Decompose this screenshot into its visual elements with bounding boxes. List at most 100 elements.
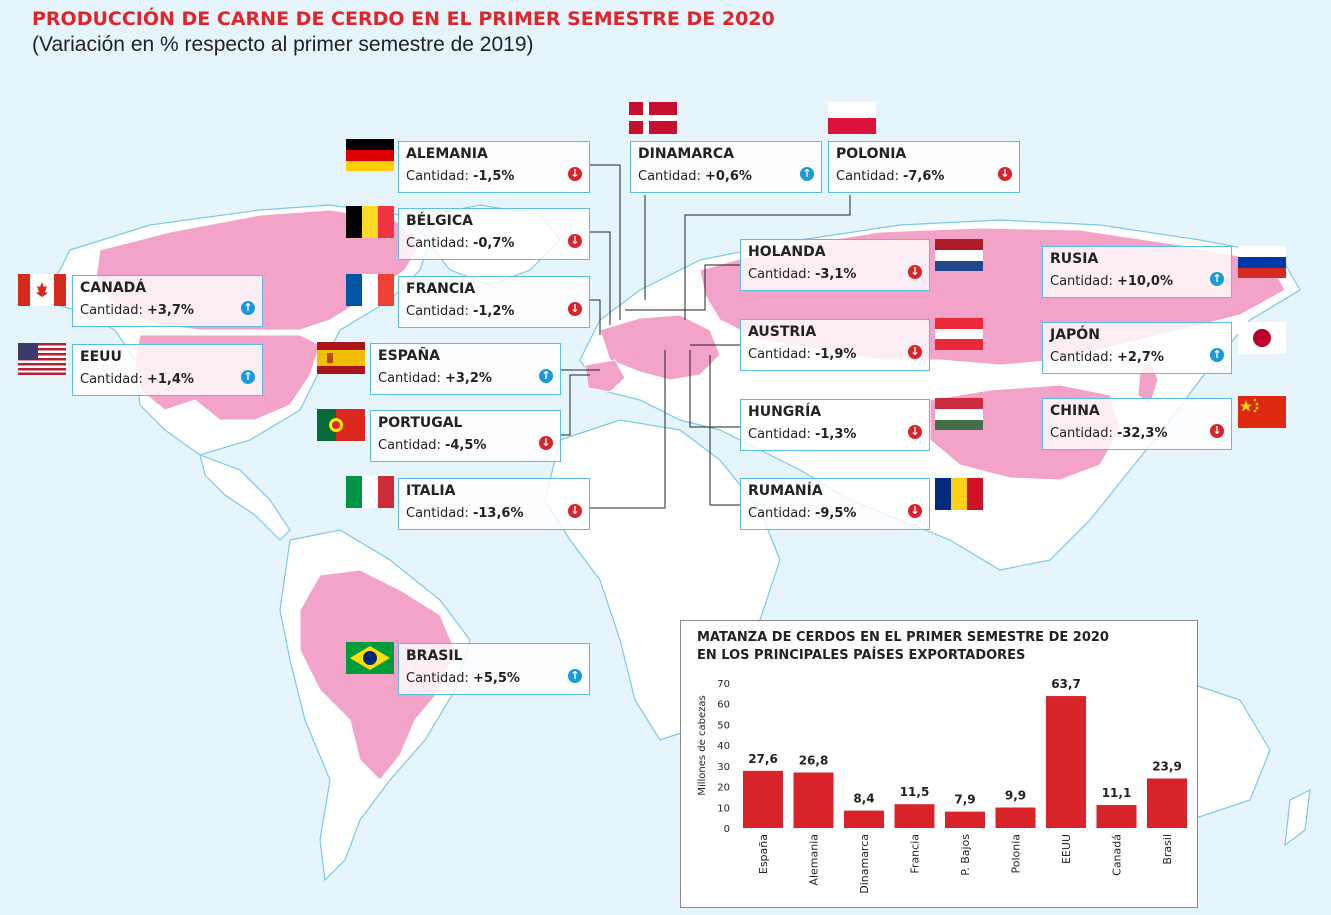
belgium-flag-icon: [346, 206, 394, 238]
card-francia: FRANCIA Cantidad: -1,2% ↓: [398, 276, 590, 328]
country-quantity: Cantidad: -9,5%: [748, 506, 857, 521]
bar-6: [1046, 696, 1086, 828]
card-italia: ITALIA Cantidad: -13,6% ↓: [398, 478, 590, 530]
canada-flag-icon: [18, 274, 66, 306]
x-tick-label: Polonia: [1010, 834, 1023, 874]
country-name: FRANCIA: [406, 281, 476, 297]
brazil-flag-icon: [346, 642, 394, 674]
card-eeuu: EEUU Cantidad: +1,4% ↑: [72, 344, 263, 396]
leader-holanda: [625, 264, 740, 311]
netherlands-flag-icon: [935, 239, 983, 271]
hungary-flag-icon: [935, 398, 983, 430]
card-china: CHINA Cantidad: -32,3% ↓: [1042, 398, 1232, 450]
chart-title-line1: MATANZA DE CERDOS EN EL PRIMER SEMESTRE …: [697, 630, 1109, 645]
leader-alemania: [590, 164, 621, 320]
card-polonia: POLONIA Cantidad: -7,6% ↓: [828, 141, 1020, 193]
country-quantity: Cantidad: -1,2%: [406, 304, 515, 319]
arrow-down-icon: ↓: [908, 504, 922, 518]
x-tick-label: Francia: [909, 834, 922, 874]
country-quantity: Cantidad: +3,2%: [378, 371, 492, 386]
bar-8: [1147, 778, 1187, 828]
card-portugal: PORTUGAL Cantidad: -4,5% ↓: [370, 410, 561, 462]
brazil-highlight: [299, 569, 456, 781]
leader-italia: [590, 350, 666, 509]
country-quantity: Cantidad: +3,7%: [80, 303, 194, 318]
country-quantity: Cantidad: +1,4%: [80, 372, 194, 387]
austria-flag-icon: [935, 318, 983, 350]
y-tick-label: 70: [717, 679, 730, 690]
arrow-up-icon: ↑: [1210, 348, 1224, 362]
country-name: DINAMARCA: [638, 146, 735, 162]
y-axis-label: Millones de cabezas: [697, 695, 708, 795]
bar-chart-panel: MATANZA DE CERDOS EN EL PRIMER SEMESTRE …: [680, 620, 1198, 908]
bar-value-label: 9,9: [1005, 788, 1026, 802]
x-tick-label: P. Bajos: [959, 834, 972, 876]
y-tick-label: 30: [717, 762, 730, 773]
country-quantity: Cantidad: +5,5%: [406, 671, 520, 686]
germany-flag-icon: [346, 139, 394, 171]
country-quantity: Cantidad: -3,1%: [748, 267, 857, 282]
japan-flag-icon: [1238, 322, 1286, 354]
y-tick-label: 10: [717, 803, 730, 814]
card-austria: AUSTRIA Cantidad: -1,9% ↓: [740, 319, 930, 371]
arrow-up-icon: ↑: [800, 167, 814, 181]
x-tick-label: Alemania: [808, 834, 821, 886]
card-hungria: HUNGRÍA Cantidad: -1,3% ↓: [740, 399, 930, 451]
italy-flag-icon: [346, 476, 394, 508]
x-tick-label: Canadá: [1111, 834, 1124, 876]
country-name: HOLANDA: [748, 244, 826, 260]
spain-flag-icon: [317, 342, 365, 374]
arrow-down-icon: ↓: [908, 345, 922, 359]
card-japon: JAPÓN Cantidad: +2,7% ↑: [1042, 322, 1232, 374]
arrow-up-icon: ↑: [241, 370, 255, 384]
country-name: ALEMANIA: [406, 146, 488, 162]
newzealand-land: [1284, 788, 1311, 847]
x-tick-label: EEUU: [1060, 834, 1073, 864]
bar-2: [844, 810, 884, 828]
country-quantity: Cantidad: -7,6%: [836, 169, 945, 184]
card-dinamarca: DINAMARCA Cantidad: +0,6% ↑: [630, 141, 822, 193]
bar-value-label: 11,5: [900, 785, 930, 799]
y-tick-label: 50: [717, 720, 730, 731]
bar-value-label: 27,6: [748, 752, 778, 766]
iberia-highlight: [584, 359, 626, 393]
card-alemania: ALEMANIA Cantidad: -1,5% ↓: [398, 141, 590, 193]
country-name: ESPAÑA: [378, 348, 441, 364]
country-name: RUSIA: [1050, 251, 1099, 267]
card-rusia: RUSIA Cantidad: +10,0% ↑: [1042, 246, 1232, 298]
country-name: ITALIA: [406, 483, 456, 499]
poland-flag-icon: [828, 102, 876, 134]
arrow-up-icon: ↑: [568, 669, 582, 683]
leader-portugal: [560, 374, 590, 436]
arrow-down-icon: ↓: [539, 436, 553, 450]
bar-value-label: 26,8: [799, 753, 829, 767]
country-name: JAPÓN: [1050, 327, 1100, 343]
leader-hungria: [689, 350, 740, 428]
leader-belgica: [590, 231, 611, 325]
bar-3: [894, 804, 935, 828]
country-quantity: Cantidad: -4,5%: [378, 438, 487, 453]
arrow-down-icon: ↓: [908, 425, 922, 439]
bar-7: [1096, 805, 1137, 828]
country-quantity: Cantidad: -32,3%: [1050, 426, 1168, 441]
bar-chart: 0 10 20 30 40 50 60 70 Millones de cabezas 27,6 Es…: [697, 677, 1187, 894]
x-tick-label: Brasil: [1161, 834, 1174, 865]
bar-value-label: 7,9: [954, 793, 975, 807]
country-name: CHINA: [1050, 403, 1100, 419]
russia-flag-icon: [1238, 246, 1286, 278]
card-rumania: RUMANÍA Cantidad: -9,5% ↓: [740, 478, 930, 530]
country-name: AUSTRIA: [748, 324, 817, 340]
card-espana: ESPAÑA Cantidad: +3,2% ↑: [370, 343, 561, 395]
romania-flag-icon: [935, 478, 983, 510]
country-name: CANADÁ: [80, 280, 147, 296]
arrow-up-icon: ↑: [241, 301, 255, 315]
bar-1: [793, 772, 834, 828]
country-name: RUMANÍA: [748, 483, 823, 499]
country-quantity: Cantidad: -1,9%: [748, 347, 857, 362]
country-quantity: Cantidad: +10,0%: [1050, 274, 1173, 289]
chart-title: MATANZA DE CERDOS EN EL PRIMER SEMESTRE …: [697, 629, 1109, 665]
arrow-down-icon: ↓: [568, 234, 582, 248]
country-quantity: Cantidad: -1,5%: [406, 169, 515, 184]
x-tick-label: Dinamarca: [858, 834, 871, 894]
card-brasil: BRASIL Cantidad: +5,5% ↑: [398, 643, 590, 695]
